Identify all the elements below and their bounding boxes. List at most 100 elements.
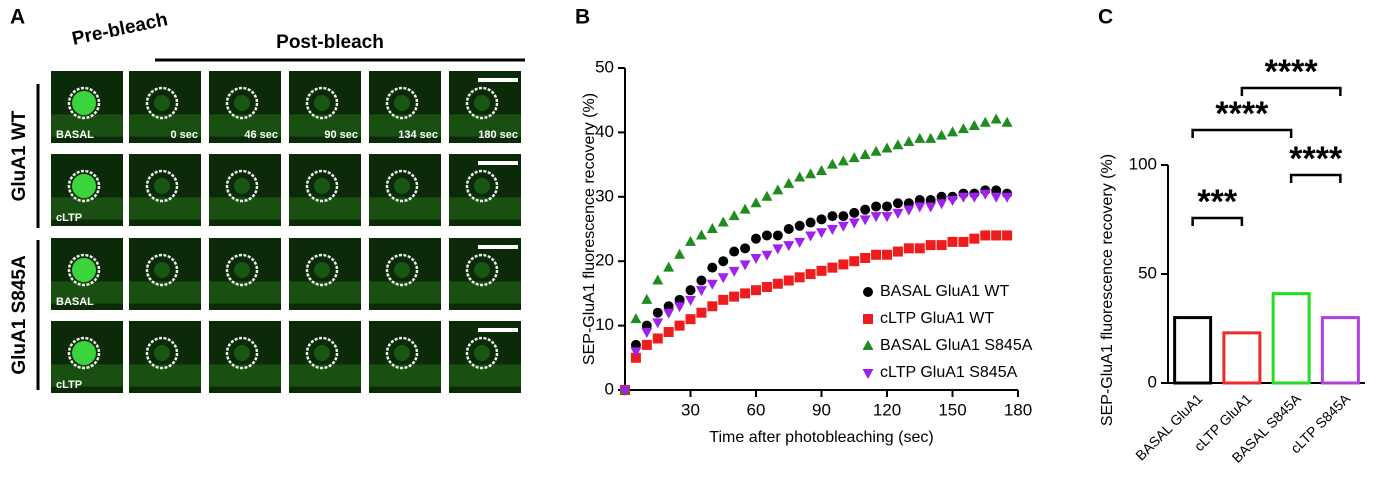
point: [685, 235, 696, 246]
pre-bleach-label: Pre-bleach: [70, 9, 169, 50]
legend-marker: [862, 369, 874, 379]
point: [707, 262, 718, 273]
point: [663, 308, 675, 319]
point: [652, 274, 664, 285]
x-tick-label: 30: [681, 400, 700, 419]
tissue-band: [51, 197, 123, 220]
fluor-spot: [394, 262, 410, 278]
point: [706, 279, 718, 290]
point: [696, 275, 707, 286]
y-tick-label: 40: [595, 122, 614, 141]
point: [882, 249, 892, 260]
fluor-spot: [394, 345, 410, 361]
roi-circle: [305, 336, 339, 370]
tissue-band: [369, 281, 441, 304]
roi-circle: [225, 169, 259, 203]
point: [674, 302, 686, 313]
point: [1001, 116, 1013, 127]
point: [717, 273, 729, 284]
x-tick-label: 150: [938, 400, 966, 419]
point: [936, 240, 947, 251]
point: [805, 168, 817, 179]
point: [990, 192, 1002, 203]
roi-circle: [67, 86, 101, 120]
tissue-band: [449, 114, 521, 137]
roi-circle: [465, 86, 499, 120]
point: [848, 218, 860, 229]
roi-circle: [385, 253, 419, 287]
tissue-band: [289, 364, 361, 387]
roi-circle: [385, 169, 419, 203]
point: [925, 240, 936, 251]
roi-circle: [67, 169, 101, 203]
image-grid: BASAL cLTP BASAL cLTP 0 sec 46 sec 90 sec 134 s…: [49, 69, 523, 395]
point: [827, 211, 838, 222]
point: [980, 230, 991, 241]
roi-circle: [225, 253, 259, 287]
point: [990, 113, 1002, 124]
significance-bracket: [1191, 128, 1293, 138]
point: [740, 288, 751, 299]
tissue-band: [129, 281, 201, 304]
tissue-band: [369, 114, 441, 137]
tissue-band: [51, 281, 123, 304]
roi-circle: [225, 86, 259, 120]
point: [936, 199, 948, 210]
y-tick-label: 0: [1148, 372, 1157, 391]
point: [761, 230, 772, 241]
tissue-band: [51, 364, 123, 387]
group-label: GluA1 S845A: [9, 255, 30, 375]
bar: [1271, 292, 1311, 385]
point: [816, 214, 827, 225]
point: [859, 215, 871, 226]
point: [860, 204, 871, 215]
fluor-spot: [314, 345, 330, 361]
point: [914, 132, 926, 143]
point: [826, 158, 838, 169]
point: [837, 155, 849, 166]
legend-label: cLTP GluA1 S845A: [880, 364, 1018, 381]
bar: [1173, 316, 1213, 385]
x-tick-label: 120: [873, 400, 901, 419]
point: [881, 212, 893, 223]
point: [685, 314, 696, 325]
point: [816, 165, 827, 176]
legend-label: BASAL GluA1 S845A: [880, 337, 1033, 354]
tissue-band: [289, 114, 361, 137]
fluor-spot: [314, 178, 330, 194]
point: [848, 152, 860, 163]
group-label: GluA1 WT: [9, 110, 30, 201]
point: [805, 231, 817, 242]
tissue-band: [369, 197, 441, 220]
point: [696, 307, 707, 318]
point: [739, 260, 751, 271]
point: [729, 291, 740, 302]
point: [751, 233, 761, 244]
roi-circle: [145, 86, 179, 120]
significance-label: ***: [1197, 183, 1237, 221]
roi-circle: [385, 86, 419, 120]
point: [750, 253, 762, 264]
time-label: 0 sec: [170, 129, 198, 141]
tissue-band: [51, 114, 123, 137]
point: [947, 196, 958, 207]
point: [674, 320, 685, 331]
fluor-spot: [234, 262, 250, 278]
point: [860, 252, 871, 263]
point: [783, 241, 795, 252]
significance-label: ****: [1265, 53, 1319, 91]
condition-label: BASAL: [56, 129, 94, 141]
point: [969, 233, 980, 244]
point: [892, 198, 903, 209]
fluor-spot: [314, 95, 330, 111]
point: [827, 262, 838, 273]
point: [718, 256, 729, 267]
legend-marker: [863, 314, 873, 324]
roi-circle: [305, 253, 339, 287]
tissue-band: [129, 197, 201, 220]
significance-bracket: [1240, 86, 1342, 96]
point: [958, 236, 969, 247]
point: [805, 269, 816, 280]
tissue-band: [449, 364, 521, 387]
